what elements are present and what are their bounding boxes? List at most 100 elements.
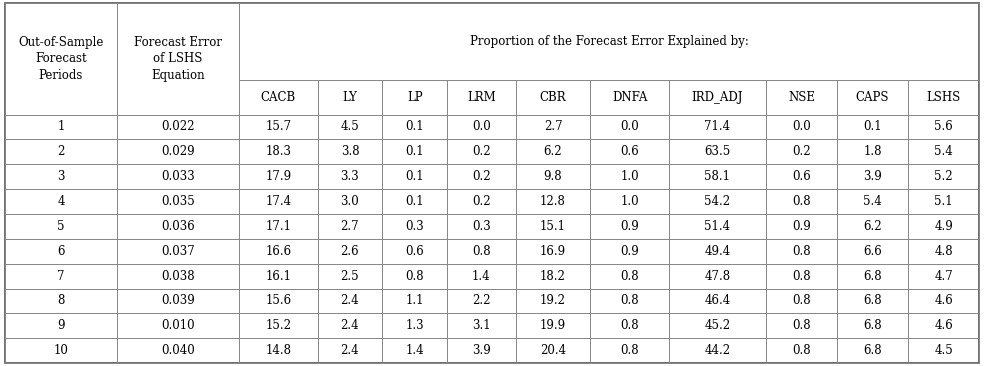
Bar xyxy=(383,214,447,239)
Text: 0.8: 0.8 xyxy=(792,245,811,258)
Text: 6: 6 xyxy=(57,245,65,258)
Bar xyxy=(383,81,447,115)
Bar xyxy=(516,288,590,313)
Bar xyxy=(908,288,979,313)
Text: CAPS: CAPS xyxy=(856,91,890,104)
Bar xyxy=(908,338,979,363)
Bar xyxy=(5,239,117,264)
Text: 4.6: 4.6 xyxy=(934,295,953,307)
Bar xyxy=(239,239,318,264)
Bar xyxy=(590,313,669,338)
Text: CACB: CACB xyxy=(261,91,296,104)
Bar xyxy=(669,81,767,115)
Bar xyxy=(318,313,383,338)
Text: 15.7: 15.7 xyxy=(266,120,291,134)
Text: LY: LY xyxy=(342,91,357,104)
Bar xyxy=(318,115,383,139)
Bar xyxy=(239,264,318,288)
Bar xyxy=(516,115,590,139)
Bar xyxy=(383,115,447,139)
Text: 2.7: 2.7 xyxy=(544,120,562,134)
Text: 5: 5 xyxy=(57,220,65,233)
Text: 47.8: 47.8 xyxy=(705,270,730,283)
Bar xyxy=(590,214,669,239)
Bar xyxy=(767,239,837,264)
Bar xyxy=(516,81,590,115)
Text: 63.5: 63.5 xyxy=(705,145,730,158)
Bar xyxy=(5,214,117,239)
Bar xyxy=(837,288,908,313)
Text: 0.8: 0.8 xyxy=(620,270,639,283)
Text: 7: 7 xyxy=(57,270,65,283)
Bar xyxy=(383,139,447,164)
Text: 17.4: 17.4 xyxy=(266,195,291,208)
Text: 0.8: 0.8 xyxy=(405,270,424,283)
Bar xyxy=(239,164,318,189)
Text: 6.8: 6.8 xyxy=(863,295,882,307)
Bar xyxy=(447,239,516,264)
Text: 1: 1 xyxy=(57,120,65,134)
Bar xyxy=(239,139,318,164)
Text: 6.2: 6.2 xyxy=(544,145,562,158)
Text: 14.8: 14.8 xyxy=(266,344,291,357)
Text: 15.6: 15.6 xyxy=(266,295,291,307)
Text: Forecast Error
of LSHS
Equation: Forecast Error of LSHS Equation xyxy=(134,36,222,82)
Text: 4.5: 4.5 xyxy=(934,344,953,357)
Bar xyxy=(383,189,447,214)
Text: 2.6: 2.6 xyxy=(340,245,359,258)
Text: 3.9: 3.9 xyxy=(472,344,491,357)
Bar xyxy=(117,189,239,214)
Text: 2.4: 2.4 xyxy=(340,295,359,307)
Text: 6.8: 6.8 xyxy=(863,270,882,283)
Bar xyxy=(669,239,767,264)
Text: 2.4: 2.4 xyxy=(340,319,359,332)
Text: 1.8: 1.8 xyxy=(863,145,882,158)
Text: 58.1: 58.1 xyxy=(705,170,730,183)
Bar xyxy=(669,164,767,189)
Bar xyxy=(837,115,908,139)
Bar xyxy=(318,338,383,363)
Bar xyxy=(447,164,516,189)
Bar xyxy=(767,139,837,164)
Text: 4.5: 4.5 xyxy=(340,120,359,134)
Bar xyxy=(908,164,979,189)
Bar xyxy=(590,139,669,164)
Bar xyxy=(447,288,516,313)
Bar xyxy=(516,189,590,214)
Bar xyxy=(669,189,767,214)
Text: 0.3: 0.3 xyxy=(405,220,424,233)
Bar xyxy=(447,115,516,139)
Bar xyxy=(239,338,318,363)
Text: 16.1: 16.1 xyxy=(266,270,291,283)
Bar xyxy=(767,264,837,288)
Bar xyxy=(5,189,117,214)
Text: 6.8: 6.8 xyxy=(863,344,882,357)
Bar xyxy=(318,164,383,189)
Bar xyxy=(447,264,516,288)
Text: 71.4: 71.4 xyxy=(705,120,730,134)
Bar xyxy=(908,239,979,264)
Text: 0.8: 0.8 xyxy=(472,245,491,258)
Bar xyxy=(447,214,516,239)
Text: 15.1: 15.1 xyxy=(540,220,566,233)
Text: 46.4: 46.4 xyxy=(705,295,730,307)
Bar xyxy=(669,139,767,164)
Bar xyxy=(516,214,590,239)
Bar xyxy=(383,338,447,363)
Text: 6.2: 6.2 xyxy=(863,220,882,233)
Text: 3.8: 3.8 xyxy=(340,145,359,158)
Bar xyxy=(767,189,837,214)
Bar xyxy=(447,139,516,164)
Bar xyxy=(837,239,908,264)
Bar xyxy=(383,313,447,338)
Text: 20.4: 20.4 xyxy=(540,344,566,357)
Bar xyxy=(908,189,979,214)
Bar xyxy=(383,288,447,313)
Text: 9: 9 xyxy=(57,319,65,332)
Text: 2: 2 xyxy=(57,145,65,158)
Bar xyxy=(117,264,239,288)
Text: 44.2: 44.2 xyxy=(705,344,730,357)
Bar xyxy=(516,313,590,338)
Bar xyxy=(117,115,239,139)
Bar xyxy=(5,164,117,189)
